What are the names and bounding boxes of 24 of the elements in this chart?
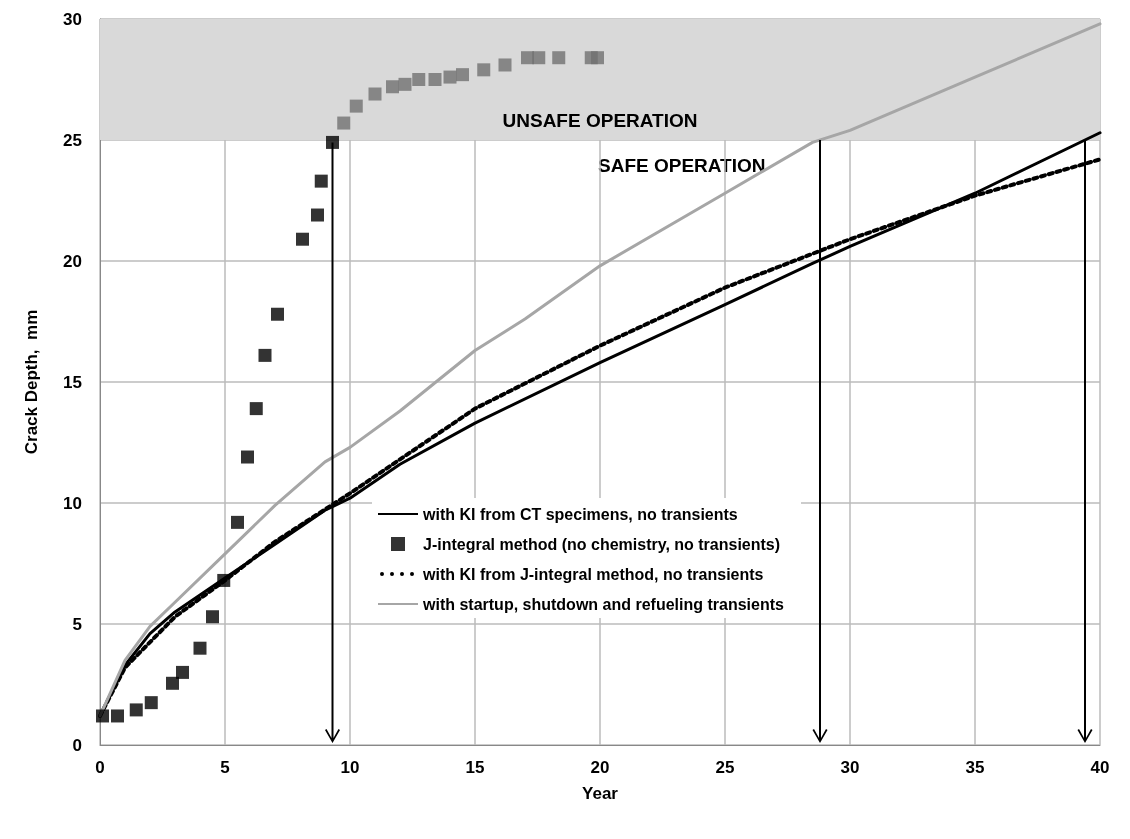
x-tick-label: 0 [95,758,105,777]
y-tick-label: 25 [63,130,82,150]
x-tick-label: 40 [1090,758,1110,777]
x-tick-label: 30 [840,758,860,777]
x-tick-label: 15 [465,758,485,777]
x-axis-title: Year [582,784,619,803]
y-axis-title: Crack Depth, mm [22,309,41,455]
legend-label: J-integral method (no chemistry, no transients) [423,535,781,553]
band-label: UNSAFE OPERATION [502,110,698,131]
y-tick-label: 10 [63,493,82,513]
x-tick-label: 20 [590,758,610,777]
y-tick-label: 5 [72,614,82,634]
y-tick-label: 0 [72,735,82,755]
x-tick-label: 5 [220,758,230,777]
legend-label: with KI from J-integral method, no transients [422,565,764,583]
annotation: SAFE OPERATION [598,155,766,176]
y-tick-label: 30 [63,9,82,29]
x-tick-label: 25 [715,758,735,777]
x-tick-label: 10 [340,758,360,777]
legend-label: with KI from CT specimens, no transients [422,505,738,523]
y-tick-label: 20 [63,251,82,271]
x-tick-label: 35 [965,758,985,777]
y-tick-label: 15 [63,372,82,392]
legend-label: with startup, shutdown and refueling transients [422,595,785,613]
